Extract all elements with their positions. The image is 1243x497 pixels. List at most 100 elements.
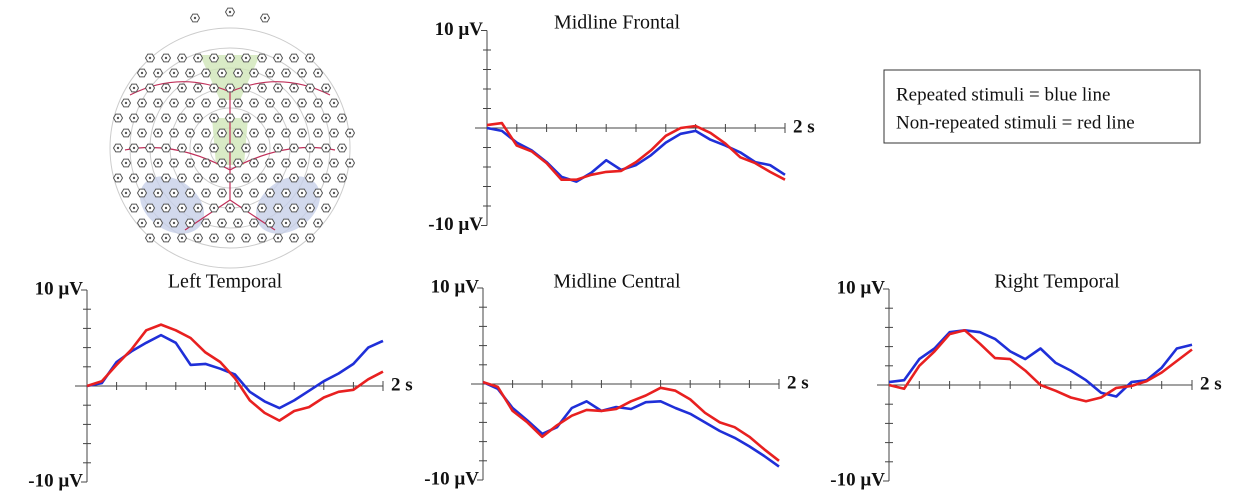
electrode-dot xyxy=(284,131,288,135)
x-tick-label: 2 s xyxy=(793,116,815,137)
electrode-dot xyxy=(316,221,320,225)
electrode-dot xyxy=(244,206,248,210)
electrode-dot xyxy=(260,86,264,90)
electrode-dot xyxy=(172,221,176,225)
electrode-dot xyxy=(268,101,272,105)
chart-title: Midline Central xyxy=(553,271,681,293)
electrode-dot xyxy=(220,191,224,195)
electrode-dot xyxy=(188,191,192,195)
electrode-dot xyxy=(284,221,288,225)
electrode-dot xyxy=(164,146,168,150)
electrode-dot xyxy=(332,131,336,135)
electrode-dot xyxy=(292,116,296,120)
electrode-dot xyxy=(132,176,136,180)
electrode-dot xyxy=(300,191,304,195)
electrode-dot xyxy=(172,71,176,75)
electrode-dot xyxy=(308,206,312,210)
electrode-dot xyxy=(308,116,312,120)
electrode-dot xyxy=(148,206,152,210)
electrode-dot xyxy=(300,161,304,165)
electrode-dot xyxy=(156,191,160,195)
electrode-dot xyxy=(204,131,208,135)
map-ring xyxy=(109,27,351,269)
electrode-dot xyxy=(244,146,248,150)
electrode-dot xyxy=(260,236,264,240)
electrode-dot xyxy=(276,56,280,60)
electrode-dot xyxy=(164,116,168,120)
electrode-dot xyxy=(164,206,168,210)
electrode-dot xyxy=(140,161,144,165)
electrode-dot xyxy=(212,236,216,240)
electrode-dot xyxy=(292,236,296,240)
series-line xyxy=(482,380,780,468)
electrode-dot xyxy=(204,101,208,105)
electrode-dot xyxy=(220,221,224,225)
electrode-dot xyxy=(204,191,208,195)
y-tick-label: 10 µV xyxy=(435,19,484,40)
electrode-dot xyxy=(116,146,120,150)
electrode-dot xyxy=(140,71,144,75)
electrode-dot xyxy=(212,56,216,60)
electrode-dot xyxy=(228,146,232,150)
electrode-dot xyxy=(348,161,352,165)
y-tick-label: -10 µV xyxy=(830,469,885,490)
electrode-dot xyxy=(172,191,176,195)
chart-title: Right Temporal xyxy=(994,271,1120,293)
electrode-dot xyxy=(268,161,272,165)
electrode-dot xyxy=(196,56,200,60)
electrode-dot xyxy=(300,221,304,225)
y-tick-label: 10 µV xyxy=(431,276,480,297)
electrode-dot xyxy=(180,146,184,150)
electrode-dot xyxy=(236,161,240,165)
electrode-dot xyxy=(316,131,320,135)
electrode-dot xyxy=(268,221,272,225)
electrode-dot xyxy=(260,116,264,120)
legend-entry: Non-repeated stimuli = red line xyxy=(896,112,1135,133)
legend-box xyxy=(883,69,1201,144)
electrode-dot xyxy=(284,191,288,195)
electrode-dot xyxy=(316,161,320,165)
electrode-dot xyxy=(188,71,192,75)
electrode-dot xyxy=(116,116,120,120)
electrode-dot xyxy=(308,146,312,150)
electrode-dot xyxy=(324,86,328,90)
electrode-dot xyxy=(300,131,304,135)
electrode-dot xyxy=(292,56,296,60)
electrode-dot xyxy=(316,191,320,195)
electrode-dot xyxy=(276,206,280,210)
electrode-dot xyxy=(228,176,232,180)
electrode-dot xyxy=(180,206,184,210)
electrode-dot xyxy=(196,236,200,240)
electrode-dot xyxy=(252,101,256,105)
electrode-dot xyxy=(212,116,216,120)
electrode-dot xyxy=(244,176,248,180)
electrode-dot xyxy=(228,56,232,60)
electrode-dot xyxy=(324,206,328,210)
electrode-dot xyxy=(172,161,176,165)
electrode-dot xyxy=(228,236,232,240)
electrode-dot xyxy=(132,206,136,210)
electrode-dot xyxy=(292,146,296,150)
electrode-dot xyxy=(332,101,336,105)
electrode-dot xyxy=(332,161,336,165)
electrode-dot xyxy=(260,176,264,180)
electrode-dot xyxy=(284,161,288,165)
electrode-dot xyxy=(148,236,152,240)
series-line xyxy=(888,329,1193,398)
electrode-dot xyxy=(228,10,232,14)
electrode-dot xyxy=(196,206,200,210)
electrode-dot xyxy=(212,206,216,210)
y-tick-label: -10 µV xyxy=(424,468,479,489)
electrode-dot xyxy=(340,116,344,120)
series-line xyxy=(486,126,786,183)
electrode-dot xyxy=(276,236,280,240)
electrode-dot xyxy=(236,101,240,105)
electrode-dot xyxy=(252,161,256,165)
electrode-dot xyxy=(193,16,197,20)
series-line xyxy=(888,329,1193,403)
electrode-dot xyxy=(324,146,328,150)
electrode-dot xyxy=(180,86,184,90)
y-tick-label: 10 µV xyxy=(35,278,84,299)
electrode-dot xyxy=(308,86,312,90)
